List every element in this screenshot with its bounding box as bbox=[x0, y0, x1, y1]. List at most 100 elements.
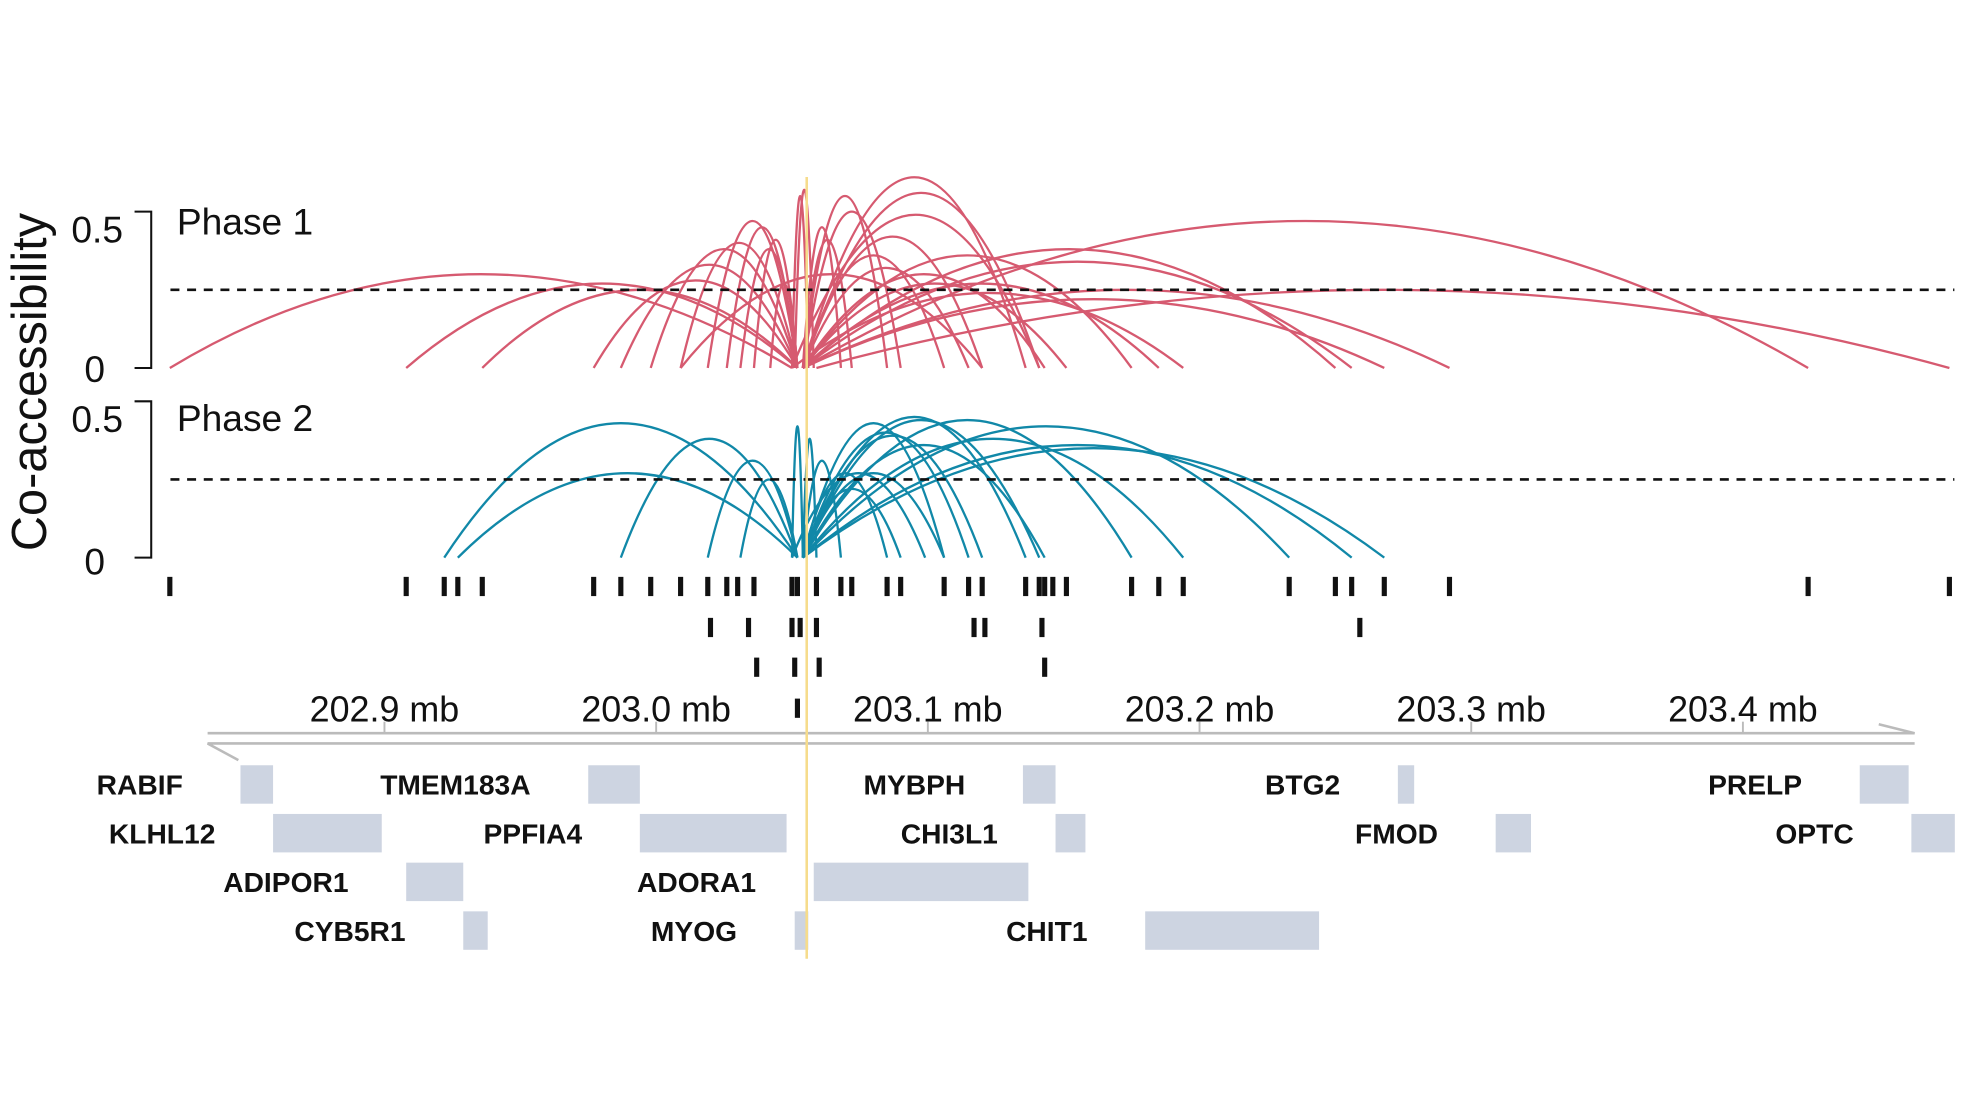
gene-klhl12 bbox=[273, 813, 382, 853]
gene-myog bbox=[794, 911, 809, 950]
gene-label: BTG2 bbox=[1265, 769, 1340, 801]
connection-arc bbox=[801, 254, 1133, 369]
x-tick-label: 202.9 mb bbox=[310, 690, 460, 730]
peak-mark bbox=[794, 576, 800, 597]
peak-mark bbox=[1042, 576, 1048, 597]
peak-mark bbox=[707, 617, 714, 638]
connection-arc bbox=[457, 472, 799, 559]
peak-mark bbox=[794, 698, 800, 718]
peak-mark bbox=[1332, 576, 1338, 597]
peak-mark bbox=[1063, 576, 1069, 597]
gene-label: MYBPH bbox=[863, 769, 965, 801]
peak-mark bbox=[979, 576, 985, 597]
connection-arc bbox=[802, 447, 1385, 559]
peak-mark bbox=[1129, 576, 1135, 597]
y-axis-label: Co-accessibility bbox=[3, 212, 57, 551]
peak-mark bbox=[789, 576, 795, 597]
peak-mark bbox=[751, 576, 757, 597]
connection-arc bbox=[801, 418, 1041, 559]
peak-mark bbox=[167, 576, 173, 597]
x-axis-ticks: 202.9 mb 203.0 mb 203.1 mb 203.2 mb 203.3 mb… bbox=[310, 690, 1818, 734]
connection-arc bbox=[801, 444, 1046, 559]
connection-arc bbox=[816, 288, 1950, 370]
phase2-arcs bbox=[443, 415, 1385, 559]
peak-mark bbox=[1349, 576, 1355, 597]
connection-arc bbox=[801, 238, 853, 369]
gene-label: PPFIA4 bbox=[483, 817, 582, 849]
gene-label: MYOG bbox=[651, 915, 737, 947]
peak-mark bbox=[1446, 576, 1453, 597]
peak-mark bbox=[441, 576, 447, 597]
peak-mark bbox=[1156, 576, 1162, 597]
phase2-title: Phase 2 bbox=[177, 397, 313, 439]
peak-mark bbox=[1946, 576, 1952, 597]
peak-mark bbox=[591, 576, 597, 597]
connection-arc bbox=[790, 472, 927, 559]
gene-label: OPTC bbox=[1775, 817, 1853, 849]
connection-arc bbox=[790, 425, 805, 558]
peak-mark bbox=[479, 576, 485, 597]
peak-mark bbox=[678, 576, 684, 597]
connection-arc bbox=[739, 478, 799, 558]
phase1-title: Phase 1 bbox=[177, 201, 313, 243]
phase1-ytick-top: 0.5 bbox=[71, 208, 123, 250]
peak-mark bbox=[745, 617, 752, 638]
peak-mark bbox=[838, 576, 844, 597]
peak-mark bbox=[754, 657, 760, 677]
peak-mark bbox=[403, 576, 409, 597]
connection-arc bbox=[679, 241, 799, 369]
peak-mark bbox=[941, 576, 947, 597]
gene-label: PRELP bbox=[1708, 769, 1802, 801]
peak-mark bbox=[789, 617, 795, 638]
gene-optc bbox=[1911, 813, 1955, 853]
gene-label: FMOD bbox=[1355, 817, 1438, 849]
peak-track bbox=[167, 576, 1952, 718]
peak-mark bbox=[1286, 576, 1292, 597]
connection-arc bbox=[801, 273, 1046, 369]
connection-arc bbox=[801, 437, 1185, 559]
peak-mark bbox=[884, 576, 890, 597]
peak-mark bbox=[455, 576, 461, 597]
gene-label: RABIF bbox=[97, 769, 183, 801]
connection-arc bbox=[801, 472, 946, 559]
connection-arc bbox=[802, 443, 1353, 559]
connection-arc bbox=[405, 282, 799, 369]
gene-cyb5r1 bbox=[463, 911, 488, 950]
gene-label: TMEM183A bbox=[380, 769, 530, 801]
connection-arc bbox=[791, 291, 1184, 369]
peak-mark bbox=[648, 576, 654, 597]
threshold-lines bbox=[170, 288, 1955, 481]
connection-arc bbox=[619, 437, 799, 559]
gene-label: ADORA1 bbox=[637, 866, 756, 898]
x-tick-label: 203.0 mb bbox=[581, 690, 731, 730]
genome-axis bbox=[207, 722, 1915, 762]
gene-label: CYB5R1 bbox=[294, 915, 405, 947]
connection-arc bbox=[802, 219, 1809, 369]
peak-mark bbox=[1805, 576, 1811, 597]
gene-label: CHI3L1 bbox=[901, 817, 998, 849]
gene-mybph bbox=[1022, 765, 1056, 804]
connection-arc bbox=[649, 248, 799, 369]
peak-mark bbox=[1023, 576, 1029, 597]
gene-chit1 bbox=[1145, 911, 1320, 950]
connection-arc bbox=[801, 415, 1027, 559]
peak-mark bbox=[705, 576, 711, 597]
gene-track: RABIF TMEM183A MYBPH BTG2 PRELP KLHL12 PPFIA4 C… bbox=[97, 765, 1955, 950]
phase2-ytick-zero: 0 bbox=[84, 540, 105, 582]
peak-mark bbox=[816, 657, 822, 677]
peak-mark bbox=[724, 576, 730, 597]
connection-arc bbox=[801, 267, 970, 369]
peak-mark bbox=[1381, 576, 1387, 597]
peak-mark bbox=[971, 617, 977, 638]
connection-arc bbox=[801, 282, 1068, 369]
connection-arc bbox=[801, 418, 1133, 559]
gene-tmem183a bbox=[588, 765, 640, 804]
peak-mark bbox=[1357, 617, 1363, 638]
connection-arc bbox=[706, 220, 799, 369]
phase1-ytick-zero: 0 bbox=[84, 348, 105, 390]
peak-mark bbox=[1039, 617, 1045, 638]
connection-arc bbox=[443, 422, 799, 559]
connection-arc bbox=[793, 188, 815, 369]
peak-mark bbox=[966, 576, 972, 597]
